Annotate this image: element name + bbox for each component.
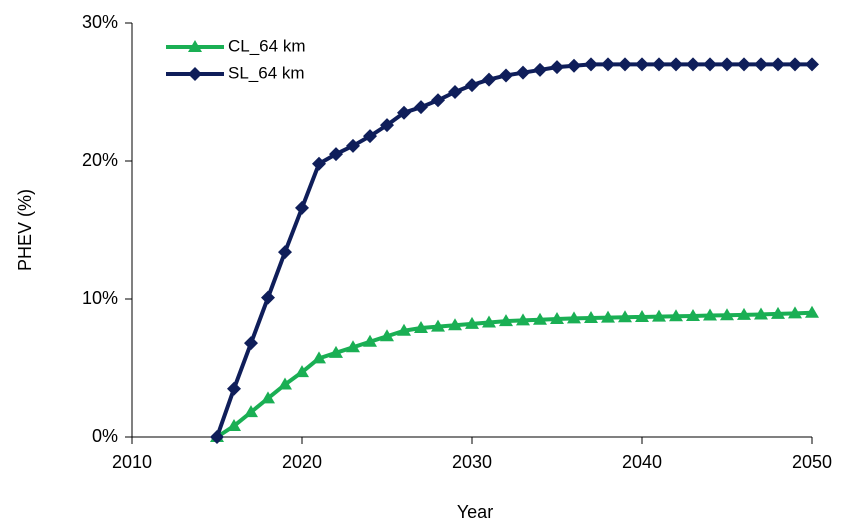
- data-point: [244, 405, 258, 418]
- data-point: [465, 78, 479, 93]
- data-point: [669, 309, 683, 322]
- data-point: [635, 309, 649, 322]
- data-point: [703, 308, 717, 321]
- data-point: [346, 138, 360, 153]
- data-point: [295, 365, 309, 378]
- data-point: [805, 305, 819, 318]
- data-point: [720, 57, 734, 72]
- data-point: [737, 307, 751, 320]
- x-tick-label: 2020: [282, 452, 322, 472]
- data-point: [295, 200, 309, 215]
- data-point: [431, 319, 445, 332]
- legend-text: CL_64 km: [228, 36, 305, 55]
- data-point: [516, 313, 530, 326]
- data-point: [363, 129, 377, 144]
- data-point: [550, 312, 564, 325]
- data-point: [754, 307, 768, 320]
- legend-marker: [188, 67, 202, 81]
- legend-marker: [188, 40, 202, 52]
- data-point: [737, 57, 751, 72]
- data-point: [567, 311, 581, 324]
- data-point: [771, 57, 785, 72]
- legend-text: SL_64 km: [228, 63, 305, 82]
- data-point: [499, 314, 513, 327]
- x-axis-title: Year: [457, 502, 493, 522]
- data-point: [601, 57, 615, 72]
- data-point: [601, 310, 615, 323]
- data-point: [686, 308, 700, 321]
- data-point: [805, 57, 819, 72]
- y-tick-label: 30%: [82, 12, 118, 32]
- data-point: [550, 60, 564, 75]
- data-point: [652, 57, 666, 72]
- y-tick-label: 0%: [92, 426, 118, 446]
- data-point: [465, 316, 479, 329]
- data-point: [618, 310, 632, 323]
- data-point: [686, 57, 700, 72]
- data-point: [414, 100, 428, 115]
- data-point: [329, 147, 343, 162]
- data-point: [244, 336, 258, 351]
- data-point: [312, 156, 326, 171]
- data-point: [499, 68, 513, 83]
- data-point: [482, 315, 496, 328]
- data-point: [533, 312, 547, 325]
- data-point: [788, 57, 802, 72]
- y-axis-title: PHEV (%): [15, 189, 35, 271]
- data-point: [363, 334, 377, 347]
- data-point: [227, 418, 241, 431]
- data-point: [380, 329, 394, 342]
- data-point: [584, 311, 598, 324]
- data-point: [380, 118, 394, 133]
- data-point: [431, 93, 445, 108]
- data-point: [618, 57, 632, 72]
- data-point: [261, 290, 275, 305]
- data-point: [397, 323, 411, 336]
- data-point: [278, 245, 292, 260]
- data-point: [278, 377, 292, 390]
- x-tick-label: 2050: [792, 452, 832, 472]
- data-point: [482, 72, 496, 87]
- x-tick-label: 2030: [452, 452, 492, 472]
- data-point: [210, 430, 224, 444]
- data-point: [448, 85, 462, 99]
- data-point: [346, 340, 360, 353]
- x-tick-label: 2010: [112, 452, 152, 472]
- x-tick-label: 2040: [622, 452, 662, 472]
- data-point: [652, 309, 666, 322]
- data-point: [771, 306, 785, 319]
- data-point: [584, 57, 598, 72]
- data-point: [414, 320, 428, 333]
- data-point: [516, 65, 530, 80]
- data-point: [703, 57, 717, 72]
- series-line: [215, 62, 812, 438]
- data-point: [261, 391, 275, 404]
- data-point: [397, 105, 411, 120]
- data-point: [312, 351, 326, 364]
- data-point: [635, 57, 649, 72]
- data-point: [788, 306, 802, 319]
- data-point: [754, 57, 768, 72]
- y-tick-label: 20%: [82, 150, 118, 170]
- data-point: [227, 381, 241, 396]
- data-point: [448, 318, 462, 331]
- data-point: [720, 308, 734, 321]
- data-point: [329, 345, 343, 358]
- data-point: [669, 57, 683, 72]
- data-point: [533, 62, 547, 77]
- data-point: [567, 58, 581, 73]
- y-tick-label: 10%: [82, 288, 118, 308]
